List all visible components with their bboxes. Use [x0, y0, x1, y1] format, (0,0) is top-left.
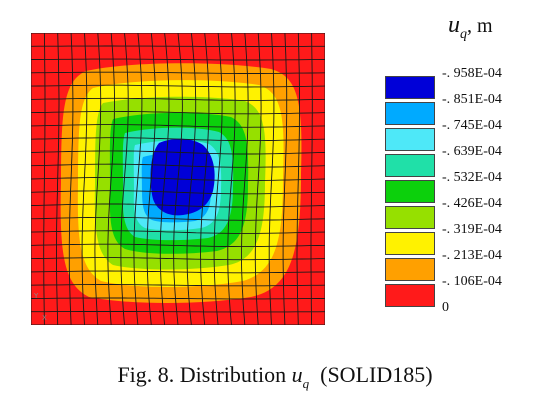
legend-swatch — [385, 258, 435, 281]
mesh-line-horizontal — [31, 176, 325, 182]
mesh-line-horizontal — [31, 243, 325, 248]
legend-level-label: -. 106E-04 — [442, 274, 502, 289]
legend-swatch — [385, 284, 435, 307]
y-axis-glyph: Y — [34, 292, 39, 300]
mesh-line-horizontal — [31, 284, 325, 287]
legend-unit: , m — [467, 15, 493, 37]
legend-swatch — [385, 102, 435, 125]
legend-level-label: -. 213E-04 — [442, 248, 502, 263]
mesh-line-vertical — [268, 33, 275, 325]
figure-caption: Fig. 8. Distribution uq (SOLID185) — [0, 362, 550, 392]
mesh-line-vertical — [200, 33, 210, 325]
legend-symbol: u — [448, 12, 460, 38]
mesh-line-horizontal — [31, 203, 325, 208]
contour-plot — [31, 33, 325, 325]
caption-prefix: Fig. 8. Distribution — [117, 362, 287, 387]
legend-level-label: 0 — [442, 300, 449, 315]
mesh-line-vertical — [282, 33, 288, 325]
mesh-line-horizontal — [31, 190, 325, 195]
legend-level-label: -. 958E-04 — [442, 66, 502, 81]
legend-level-label: -. 745E-04 — [442, 118, 502, 133]
caption-suffix: (SOLID185) — [320, 362, 433, 387]
mesh-line-vertical — [186, 33, 197, 325]
mesh-line-vertical — [296, 33, 300, 325]
caption-subscript: q — [302, 376, 310, 391]
legend-swatch — [385, 232, 435, 255]
legend-level-label: -. 532E-04 — [442, 170, 502, 185]
mesh-line-horizontal — [31, 270, 325, 274]
legend-swatch — [385, 76, 435, 99]
mesh-line-horizontal — [31, 45, 325, 47]
mesh-line-vertical — [241, 33, 249, 325]
mesh-line-horizontal — [31, 297, 325, 300]
legend-swatch — [385, 180, 435, 203]
mesh-line-vertical — [213, 33, 223, 325]
legend-subscript: q — [460, 27, 467, 42]
legend-title: uq, m — [448, 12, 493, 43]
mesh-line-horizontal — [31, 311, 325, 313]
legend-level-label: -. 426E-04 — [442, 196, 502, 211]
legend-level-label: -. 319E-04 — [442, 222, 502, 237]
mesh-line-horizontal — [31, 230, 325, 234]
mesh-line-vertical — [310, 33, 313, 325]
caption-symbol: u — [291, 362, 303, 387]
mesh-line-horizontal — [31, 216, 325, 221]
legend-swatch — [385, 206, 435, 229]
mesh-line-horizontal — [31, 257, 325, 261]
mesh-line-vertical — [227, 33, 236, 325]
mesh-grid — [31, 33, 325, 325]
legend-level-label: -. 851E-04 — [442, 92, 502, 107]
legend-swatch — [385, 128, 435, 151]
mesh-line-vertical — [254, 33, 262, 325]
legend-swatch — [385, 154, 435, 177]
x-axis-glyph: X — [42, 314, 47, 322]
legend-level-label: -. 639E-04 — [442, 144, 502, 159]
